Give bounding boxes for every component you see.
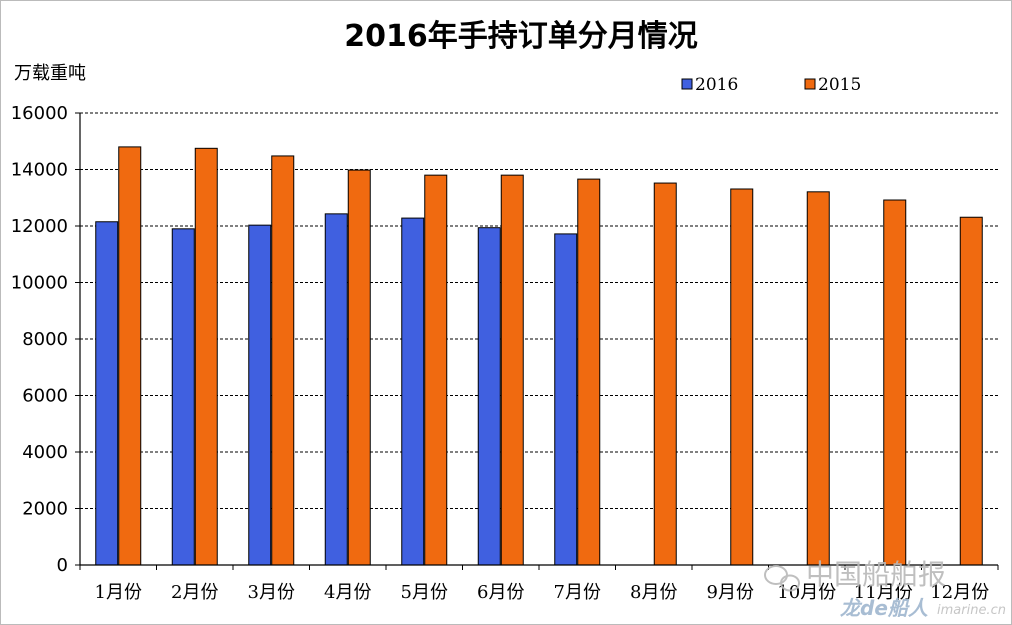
y-tick-labels: 0 2000 4000 6000 8000 10000 12000 14000 16000 bbox=[11, 103, 68, 576]
x-tick-labels: 1月份 2月份 3月份 4月份 5月份 6月份 7月份 8月份 9月份 10月份 11月份 12月份 bbox=[95, 582, 990, 603]
y-tick-label: 0 bbox=[57, 555, 68, 576]
x-tick-label: 6月份 bbox=[477, 582, 524, 603]
bar-2016 bbox=[324, 213, 348, 566]
wechat-icon bbox=[764, 565, 800, 592]
legend-label: 2015 bbox=[818, 75, 861, 95]
x-tick-label: 9月份 bbox=[707, 582, 754, 603]
bar-2015 bbox=[883, 199, 907, 566]
x-tick-label: 4月份 bbox=[324, 582, 371, 603]
bar-2016 bbox=[248, 224, 272, 566]
legend-swatch bbox=[681, 78, 693, 90]
bar-2015 bbox=[118, 146, 142, 566]
x-tick-label: 11月份 bbox=[854, 582, 913, 603]
y-tick-label: 12000 bbox=[11, 216, 68, 237]
y-tick-label: 10000 bbox=[11, 273, 68, 294]
x-tick-label: 12月份 bbox=[930, 582, 989, 603]
watermark-brand: 龙de船人 bbox=[840, 596, 929, 620]
bar-2016 bbox=[401, 217, 425, 566]
bar-2016 bbox=[95, 221, 119, 566]
watermark-site: imarine.cn bbox=[937, 603, 1006, 618]
legend: 2016 2015 bbox=[681, 75, 861, 95]
legend-swatch bbox=[804, 78, 816, 90]
bar-2015 bbox=[730, 188, 754, 566]
watermark-text: 中国船舶报 bbox=[806, 558, 946, 591]
bar-2016 bbox=[477, 227, 501, 566]
x-tick-label: 1月份 bbox=[95, 582, 142, 603]
y-tick-label: 4000 bbox=[22, 442, 68, 463]
y-tick-label: 2000 bbox=[22, 499, 68, 520]
bar-2015 bbox=[424, 174, 448, 566]
bars bbox=[95, 146, 983, 566]
watermark: 中国船舶报 龙de船人 imarine.cn bbox=[764, 558, 1006, 620]
y-tick-label: 6000 bbox=[22, 386, 68, 407]
x-tick-label: 7月份 bbox=[554, 582, 601, 603]
bar-2016 bbox=[171, 228, 195, 566]
bar-2015 bbox=[271, 155, 295, 566]
x-tick-label: 8月份 bbox=[630, 582, 677, 603]
y-tick-label: 8000 bbox=[22, 329, 68, 350]
y-tick-label: 16000 bbox=[11, 103, 68, 124]
bar-2015 bbox=[959, 216, 983, 566]
bar-2015 bbox=[653, 182, 677, 566]
legend-label: 2016 bbox=[695, 75, 738, 95]
bar-2015 bbox=[347, 169, 371, 566]
bar-2015 bbox=[577, 178, 601, 566]
x-tick-label: 3月份 bbox=[248, 582, 295, 603]
x-tick-label: 10月份 bbox=[777, 582, 836, 603]
axes bbox=[75, 112, 999, 570]
y-tick-label: 14000 bbox=[11, 160, 68, 181]
y-axis-label: 万载重吨 bbox=[14, 63, 86, 84]
gridlines bbox=[80, 112, 998, 509]
bar-2015 bbox=[806, 191, 830, 566]
x-tick-label: 5月份 bbox=[401, 582, 448, 603]
bar-2016 bbox=[554, 233, 578, 566]
bar-2015 bbox=[194, 147, 218, 566]
bar-2015 bbox=[500, 174, 524, 566]
x-tick-label: 2月份 bbox=[171, 582, 218, 603]
chart-title: 2016年手持订单分月情况 bbox=[344, 19, 698, 54]
